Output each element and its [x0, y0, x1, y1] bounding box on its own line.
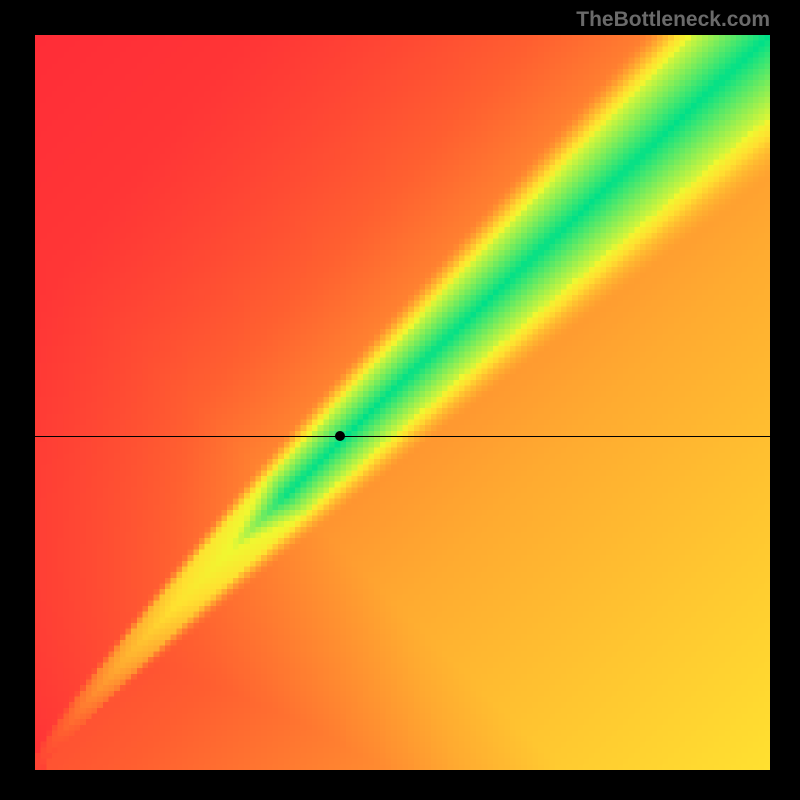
heatmap-canvas [35, 35, 770, 770]
heatmap-plot [35, 35, 770, 770]
crosshair-marker [335, 431, 345, 441]
watermark-text: TheBottleneck.com [576, 8, 770, 32]
crosshair-horizontal [35, 436, 770, 437]
